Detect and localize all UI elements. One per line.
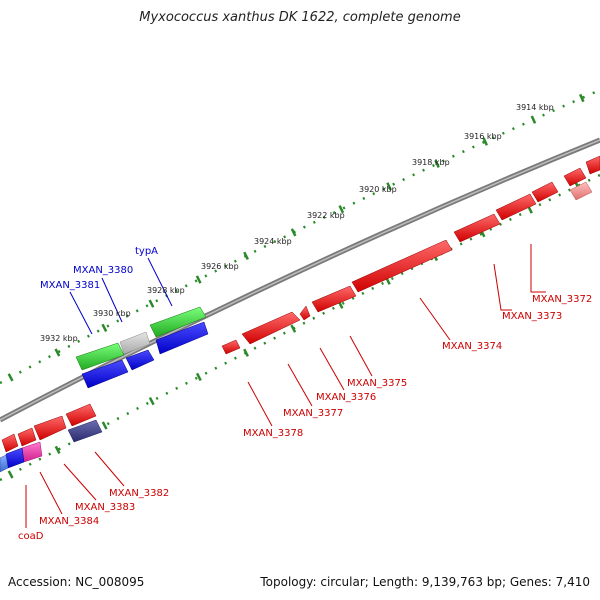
gene-label-MXAN_3372[interactable]: MXAN_3372	[532, 294, 592, 305]
major-tick	[195, 275, 202, 284]
gene-MXAN_3376[interactable]	[311, 285, 357, 313]
outer-tick-track	[0, 88, 600, 385]
scale-labels: 3914 kbp 3916 kbp 3918 kbp 3920 kbp 3922…	[40, 103, 554, 343]
major-tick	[579, 93, 585, 103]
scale-label: 3928 kbp	[147, 286, 185, 295]
gene-red-edge-c[interactable]	[585, 155, 600, 175]
forward-genes	[0, 306, 209, 473]
major-tick	[101, 323, 108, 333]
gene-navy[interactable]	[67, 419, 103, 443]
major-tick	[243, 251, 249, 260]
scale-label: 3930 kbp	[93, 309, 131, 318]
gene-MXAN_3383[interactable]	[33, 415, 67, 441]
gene-blue-3[interactable]	[81, 359, 129, 389]
genome-summary-text: Topology: circular; Length: 9,139,763 bp…	[260, 575, 590, 589]
major-tick	[7, 470, 14, 479]
gene-label-MXAN_3378[interactable]: MXAN_3378	[243, 428, 303, 439]
major-tick	[290, 228, 297, 237]
major-tick	[434, 159, 440, 168]
gene-MXAN_3381[interactable]	[75, 342, 125, 371]
scale-label: 3922 kbp	[307, 211, 345, 220]
major-tick	[54, 445, 61, 455]
leader-MXAN_3374	[419, 297, 451, 341]
leader-MXAN_3375	[349, 335, 373, 377]
gene-MXAN_3378[interactable]	[241, 311, 301, 345]
reverse-genes	[1, 155, 600, 453]
major-tick	[101, 421, 108, 430]
scale-label: 3932 kbp	[40, 334, 78, 343]
leader-MXAN_3372	[530, 244, 546, 293]
gene-typA[interactable]	[149, 306, 207, 338]
gene-MXAN_3380[interactable]	[119, 331, 151, 355]
major-tick	[482, 137, 488, 146]
gene-label-MXAN_3384[interactable]: MXAN_3384	[39, 516, 99, 527]
major-tick	[7, 373, 14, 382]
major-tick	[290, 324, 297, 333]
major-tick	[530, 115, 537, 124]
gene-lightblue[interactable]	[0, 454, 9, 473]
accession-text: Accession: NC_008095	[8, 575, 145, 589]
leader-MXAN_3373	[493, 263, 512, 311]
leader-MXAN_3383	[63, 463, 97, 501]
gene-MXAN_3382[interactable]	[65, 403, 97, 427]
gene-label-MXAN_3375[interactable]: MXAN_3375	[347, 378, 407, 389]
gene-label-MXAN_3381[interactable]: MXAN_3381	[40, 280, 100, 291]
gene-blue-2[interactable]	[125, 349, 155, 371]
gene-MXAN_3372[interactable]	[495, 193, 537, 221]
gene-label-typA[interactable]: typA	[135, 246, 158, 257]
major-tick	[148, 299, 155, 308]
gene-red-edge-a[interactable]	[531, 181, 559, 203]
gene-label-MXAN_3373[interactable]: MXAN_3373	[502, 311, 562, 322]
leader-MXAN_3381	[69, 291, 93, 335]
leader-MXAN_3382	[94, 451, 125, 487]
major-tick	[195, 372, 202, 382]
scale-label: 3924 kbp	[254, 237, 292, 246]
gene-blue-1[interactable]	[155, 321, 209, 355]
leader-MXAN_3377	[287, 363, 313, 407]
scale-label: 3916 kbp	[464, 132, 502, 141]
gene-MXAN_3374[interactable]	[351, 239, 453, 293]
leader-MXAN_3378	[247, 381, 273, 427]
gene-blue-4[interactable]	[5, 447, 25, 469]
gene-MXAN_3384[interactable]	[17, 427, 37, 447]
gene-label-coaD[interactable]: coaD	[18, 531, 44, 542]
leader-MXAN_3376	[319, 347, 345, 391]
gene-coaD[interactable]	[1, 433, 19, 453]
gene-red-pale[interactable]	[569, 181, 593, 201]
gene-red-edge-b[interactable]	[563, 167, 587, 187]
major-tick	[243, 348, 249, 357]
gene-label-MXAN_3377[interactable]: MXAN_3377	[283, 408, 343, 419]
scale-label: 3920 kbp	[359, 185, 397, 194]
leader-typA	[147, 257, 173, 307]
gene-MXAN_3373[interactable]	[453, 213, 501, 243]
scale-label: 3914 kbp	[516, 103, 554, 112]
forward-gene-labels: typA MXAN_3380 MXAN_3381	[40, 246, 158, 291]
leader-lines	[25, 244, 546, 528]
gene-label-MXAN_3374[interactable]: MXAN_3374	[442, 341, 502, 352]
gene-MXAN_3377[interactable]	[299, 305, 311, 321]
reverse-gene-labels: MXAN_3372 MXAN_3373 MXAN_3374 MXAN_3375 …	[18, 294, 592, 542]
scale-label: 3918 kbp	[412, 158, 450, 167]
major-tick	[148, 397, 155, 406]
leader-MXAN_3384	[39, 471, 63, 515]
gene-label-MXAN_3380[interactable]: MXAN_3380	[73, 265, 133, 276]
gene-label-MXAN_3382[interactable]: MXAN_3382	[109, 488, 169, 499]
major-tick	[338, 205, 345, 214]
major-tick	[386, 182, 392, 191]
gene-label-MXAN_3376[interactable]: MXAN_3376	[316, 392, 376, 403]
gene-label-MXAN_3383[interactable]: MXAN_3383	[75, 502, 135, 513]
map-title: Myxococcus xanthus DK 1622, complete gen…	[139, 10, 461, 25]
leader-MXAN_3380	[101, 277, 123, 323]
major-tick	[54, 348, 61, 357]
gene-red-small-a[interactable]	[221, 339, 241, 355]
scale-label: 3926 kbp	[201, 262, 239, 271]
